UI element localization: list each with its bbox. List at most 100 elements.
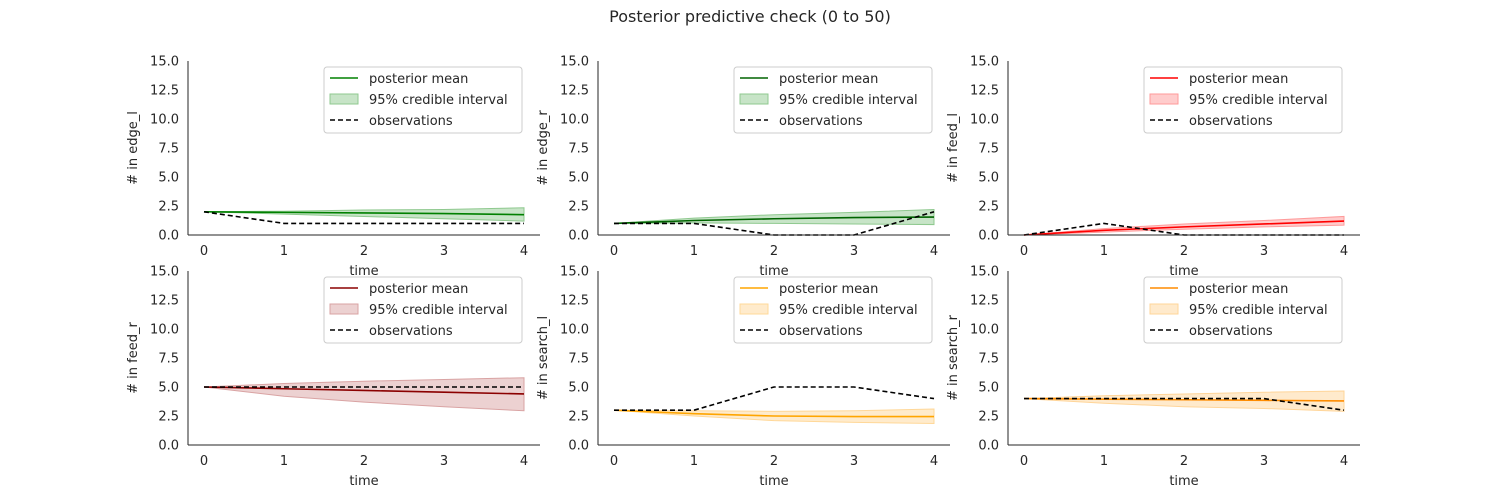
- y-tick-label: 7.5: [158, 352, 179, 367]
- y-tick-label: 10.0: [560, 323, 589, 338]
- x-tick-label: 2: [1180, 244, 1188, 259]
- subplot-4: 0.0 2.5 5.0 7.5 10.0 12.5 15.0 0 1 2 3 4 time # in fe…: [126, 265, 540, 489]
- legend-obs-label: observations: [779, 324, 863, 339]
- x-tick-label: 0: [1020, 244, 1028, 259]
- x-tick-label: 1: [280, 244, 288, 259]
- y-tick-label: 10.0: [970, 113, 999, 128]
- legend-ci-swatch: [739, 93, 769, 105]
- y-axis-label: # in edge_l: [126, 111, 141, 185]
- x-tick-label: 4: [1340, 454, 1348, 469]
- legend-ci-label: 95% credible interval: [369, 303, 508, 318]
- figure-title: Posterior predictive check (0 to 50): [609, 7, 891, 26]
- x-tick-label: 2: [1180, 454, 1188, 469]
- legend-frame: [323, 276, 523, 344]
- x-tick-label: 4: [520, 244, 528, 259]
- y-axis-label: # in search_l: [536, 316, 551, 400]
- x-tick-label: 0: [1020, 454, 1028, 469]
- x-tick-label: 3: [440, 244, 448, 259]
- legend-mean-label: posterior mean: [369, 72, 468, 87]
- subplot-3: 0.0 2.5 5.0 7.5 10.0 12.5 15.0 0 1 2 3 4 time # in fe…: [946, 55, 1360, 279]
- posterior-mean-line: [1023, 220, 1345, 236]
- posterior-mean-line: [613, 216, 935, 225]
- y-axis-label: # in search_r: [946, 314, 961, 401]
- x-tick-label: 2: [360, 454, 368, 469]
- legend-ci-label: 95% credible interval: [1189, 93, 1328, 108]
- y-tick-label: 0.0: [568, 229, 589, 244]
- x-tick-label: 1: [690, 244, 698, 259]
- y-tick-label: 10.0: [150, 323, 179, 338]
- x-tick-label: 2: [360, 244, 368, 259]
- y-tick-label: 2.5: [978, 410, 999, 425]
- credible-interval-band: [203, 377, 525, 412]
- y-tick-label: 7.5: [978, 352, 999, 367]
- legend: posterior mean 95% credible interval obser…: [1143, 66, 1343, 134]
- legend-obs-label: observations: [1189, 114, 1273, 129]
- x-tick-label: 1: [690, 454, 698, 469]
- x-tick-label: 0: [200, 244, 208, 259]
- posterior-mean-line: [613, 409, 934, 418]
- legend-obs-label: observations: [369, 114, 453, 129]
- legend-mean-label: posterior mean: [1189, 72, 1288, 87]
- y-tick-label: 5.0: [158, 381, 179, 396]
- observations-line: [614, 386, 935, 412]
- y-tick-label: 12.5: [150, 294, 179, 309]
- legend-ci-label: 95% credible interval: [1189, 303, 1328, 318]
- legend-obs-label: observations: [369, 324, 453, 339]
- observations-line: [203, 211, 524, 225]
- y-tick-label: 15.0: [970, 55, 999, 70]
- y-tick-label: 15.0: [970, 265, 999, 280]
- y-tick-label: 12.5: [560, 84, 589, 99]
- x-tick-label: 3: [440, 454, 448, 469]
- y-tick-label: 15.0: [150, 55, 179, 70]
- y-tick-label: 10.0: [560, 113, 589, 128]
- x-axis-label: time: [349, 474, 378, 489]
- y-tick-label: 0.0: [978, 229, 999, 244]
- legend-mean-label: posterior mean: [1189, 282, 1288, 297]
- y-tick-label: 2.5: [158, 410, 179, 425]
- x-tick-label: 3: [1260, 454, 1268, 469]
- posterior-mean-line: [203, 386, 525, 395]
- subplot-5: 0.0 2.5 5.0 7.5 10.0 12.5 15.0 0 1 2 3 4 time # in se…: [536, 265, 950, 489]
- y-axis-label: # in feed_l: [946, 113, 961, 183]
- legend-ci-swatch: [1149, 93, 1179, 105]
- y-tick-label: 2.5: [568, 200, 589, 215]
- y-tick-label: 7.5: [568, 352, 589, 367]
- legend-obs-label: observations: [1189, 324, 1273, 339]
- y-tick-label: 10.0: [150, 113, 179, 128]
- y-tick-label: 0.0: [978, 439, 999, 454]
- x-tick-label: 1: [280, 454, 288, 469]
- x-tick-label: 0: [610, 244, 618, 259]
- x-axis-label: time: [759, 264, 788, 279]
- y-tick-label: 15.0: [560, 265, 589, 280]
- y-tick-label: 10.0: [970, 323, 999, 338]
- y-tick-label: 7.5: [158, 142, 179, 157]
- x-tick-label: 0: [610, 454, 618, 469]
- y-tick-label: 5.0: [978, 171, 999, 186]
- posterior-mean-line: [1023, 397, 1345, 402]
- y-tick-label: 15.0: [560, 55, 589, 70]
- legend: posterior mean 95% credible interval obser…: [733, 276, 933, 344]
- legend-ci-swatch: [739, 303, 769, 315]
- y-tick-label: 0.0: [568, 439, 589, 454]
- y-tick-label: 15.0: [150, 265, 179, 280]
- x-tick-label: 3: [850, 244, 858, 259]
- x-tick-label: 4: [1340, 244, 1348, 259]
- x-tick-label: 3: [1260, 244, 1268, 259]
- subplot-6: 0.0 2.5 5.0 7.5 10.0 12.5 15.0 0 1 2 3 4 time # in se…: [946, 265, 1360, 489]
- legend: posterior mean 95% credible interval obser…: [1143, 276, 1343, 344]
- legend: posterior mean 95% credible interval obser…: [323, 276, 523, 344]
- legend-frame: [733, 276, 933, 344]
- credible-interval-band: [1023, 390, 1345, 412]
- x-tick-label: 1: [1100, 244, 1108, 259]
- y-tick-label: 5.0: [568, 171, 589, 186]
- x-axis-label: time: [349, 264, 378, 279]
- y-tick-label: 5.0: [158, 171, 179, 186]
- x-axis-label: time: [1169, 474, 1198, 489]
- y-axis-label: # in edge_r: [536, 110, 551, 186]
- x-tick-label: 3: [850, 454, 858, 469]
- legend-mean-label: posterior mean: [779, 72, 878, 87]
- x-axis-label: time: [759, 474, 788, 489]
- legend: posterior mean 95% credible interval obser…: [323, 66, 523, 134]
- legend-frame: [1143, 66, 1343, 134]
